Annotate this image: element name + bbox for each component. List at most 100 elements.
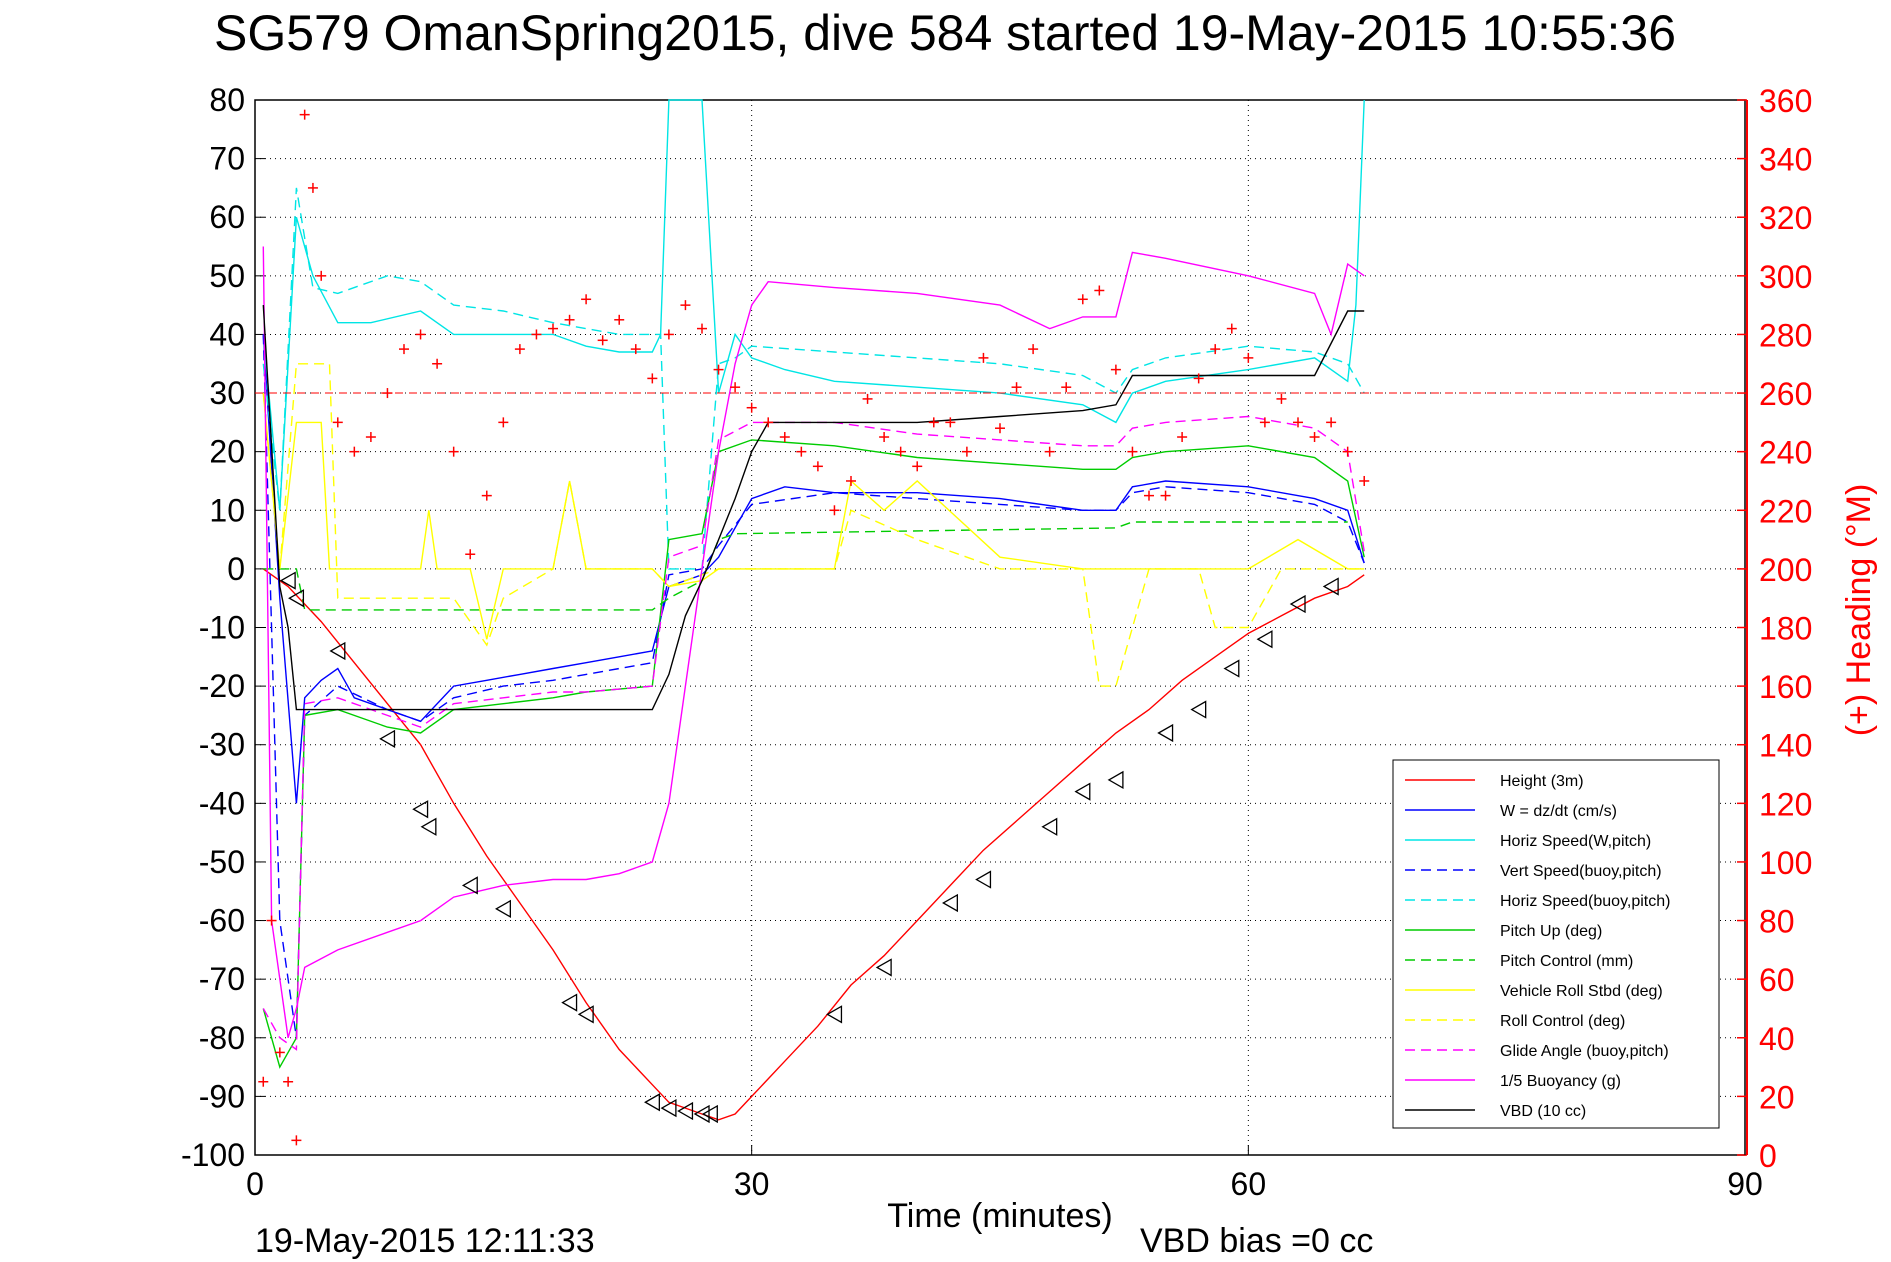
series-line-3 xyxy=(262,334,1365,1038)
heading-point xyxy=(349,446,360,457)
footer-vbd-bias: VBD bias =0 cc xyxy=(1140,1222,1373,1260)
y-left-tick-label: -100 xyxy=(181,1137,245,1173)
heading-point xyxy=(266,915,277,926)
heading-point xyxy=(382,388,393,399)
heading-series xyxy=(255,109,1745,1146)
heading-point xyxy=(415,329,426,340)
heading-point xyxy=(1226,323,1237,334)
heading-point xyxy=(581,294,592,305)
y-left-tick-label: 70 xyxy=(209,141,245,177)
heading-point xyxy=(283,1076,294,1087)
heading-point xyxy=(746,402,757,413)
series-layer xyxy=(262,99,1365,1121)
heading-point xyxy=(448,446,459,457)
depth-marker xyxy=(826,1005,843,1024)
legend-label: VBD (10 cc) xyxy=(1500,1103,1586,1120)
heading-point xyxy=(1342,446,1353,457)
legend-label: W = dz/dt (cm/s) xyxy=(1500,803,1617,820)
heading-point xyxy=(597,335,608,346)
y-right-tick-label: 80 xyxy=(1759,904,1795,940)
legend-label: Horiz Speed(W,pitch) xyxy=(1500,833,1651,850)
heading-point xyxy=(1359,475,1370,486)
series-line-8 xyxy=(262,363,1365,687)
legend-label: Pitch Control (mm) xyxy=(1500,953,1633,970)
depth-marker xyxy=(379,729,396,748)
y-left-tick-label: -60 xyxy=(199,903,245,939)
depth-marker xyxy=(495,899,511,918)
depth-marker xyxy=(875,958,892,977)
heading-point xyxy=(332,417,343,428)
heading-point xyxy=(895,446,906,457)
y-right-tick-label: 220 xyxy=(1759,493,1812,529)
heading-point xyxy=(713,364,724,375)
legend-label: Vert Speed(buoy,pitch) xyxy=(1500,863,1662,880)
y-left-tick-label: -70 xyxy=(199,961,245,997)
x-axis-ticks: 0 30 60 90 xyxy=(246,1145,1763,1202)
y-right-tick-label: 60 xyxy=(1759,962,1795,998)
series-line-2 xyxy=(262,99,1365,511)
heading-point xyxy=(763,417,774,428)
heading-point xyxy=(1160,490,1171,501)
depth-marker xyxy=(329,641,346,661)
y-right-tick-label: 320 xyxy=(1759,200,1812,236)
heading-point xyxy=(432,358,443,369)
depth-marker xyxy=(1041,817,1058,836)
heading-point xyxy=(879,432,890,443)
y-right-tick-label: 200 xyxy=(1759,552,1812,588)
series-line-4 xyxy=(262,187,1365,570)
heading-point xyxy=(316,270,327,281)
heading-point xyxy=(1110,364,1121,375)
heading-point xyxy=(514,344,525,355)
y-right-tick-label: 20 xyxy=(1759,1079,1795,1115)
heading-point xyxy=(730,382,741,393)
heading-point xyxy=(961,446,972,457)
heading-point xyxy=(1011,382,1022,393)
depth-marker xyxy=(279,571,296,590)
heading-point xyxy=(995,423,1005,434)
x-tick-label: 0 xyxy=(246,1166,264,1202)
y-left-tick-label: 20 xyxy=(209,434,245,470)
y-left-tick-label: -90 xyxy=(199,1078,245,1114)
y-left-tick-label: 80 xyxy=(209,82,245,118)
heading-point xyxy=(663,329,674,340)
depth-marker xyxy=(975,870,992,889)
y-left-tick-label: 40 xyxy=(209,316,245,352)
legend-box xyxy=(1392,759,1720,1129)
heading-point xyxy=(779,432,790,443)
legend-label: Horiz Speed(buoy,pitch) xyxy=(1500,893,1670,910)
y-left-tick-label: -80 xyxy=(199,1020,245,1056)
heading-point xyxy=(697,323,707,334)
heading-point xyxy=(978,352,989,363)
depth-markers xyxy=(279,571,1339,1124)
y-right-tick-label: 240 xyxy=(1759,435,1812,471)
y-right-tick-label: 180 xyxy=(1759,611,1812,647)
y-left-tick-label: 10 xyxy=(209,492,245,528)
series-line-11 xyxy=(262,305,1365,711)
heading-point xyxy=(1127,446,1138,457)
heading-point xyxy=(1061,382,1072,393)
depth-marker xyxy=(412,800,429,819)
heading-point xyxy=(829,505,840,516)
heading-point xyxy=(481,490,492,501)
heading-point xyxy=(862,393,873,404)
heading-point xyxy=(291,1135,302,1146)
heading-point xyxy=(399,344,409,355)
heading-point xyxy=(465,549,476,560)
heading-point xyxy=(1044,446,1055,457)
y-left-tick-label: 50 xyxy=(209,258,245,294)
y-right-tick-label: 40 xyxy=(1759,1021,1795,1057)
heading-point xyxy=(1077,294,1088,305)
y-right-tick-label: 100 xyxy=(1759,845,1812,881)
series-line-0 xyxy=(262,568,1365,1121)
y-right-tick-label: 160 xyxy=(1759,669,1812,705)
legend-label: Pitch Up (deg) xyxy=(1500,923,1602,940)
legend-label: Vehicle Roll Stbd (deg) xyxy=(1500,983,1663,1000)
legend-label: Height (3m) xyxy=(1500,773,1584,790)
heading-point xyxy=(365,432,376,443)
heading-point xyxy=(1193,373,1204,384)
chart-title: SG579 OmanSpring2015, dive 584 started 1… xyxy=(214,5,1676,61)
heading-point xyxy=(614,314,625,325)
y-left-tick-label: -50 xyxy=(199,844,245,880)
depth-marker xyxy=(420,817,437,836)
heading-point xyxy=(258,1076,269,1087)
